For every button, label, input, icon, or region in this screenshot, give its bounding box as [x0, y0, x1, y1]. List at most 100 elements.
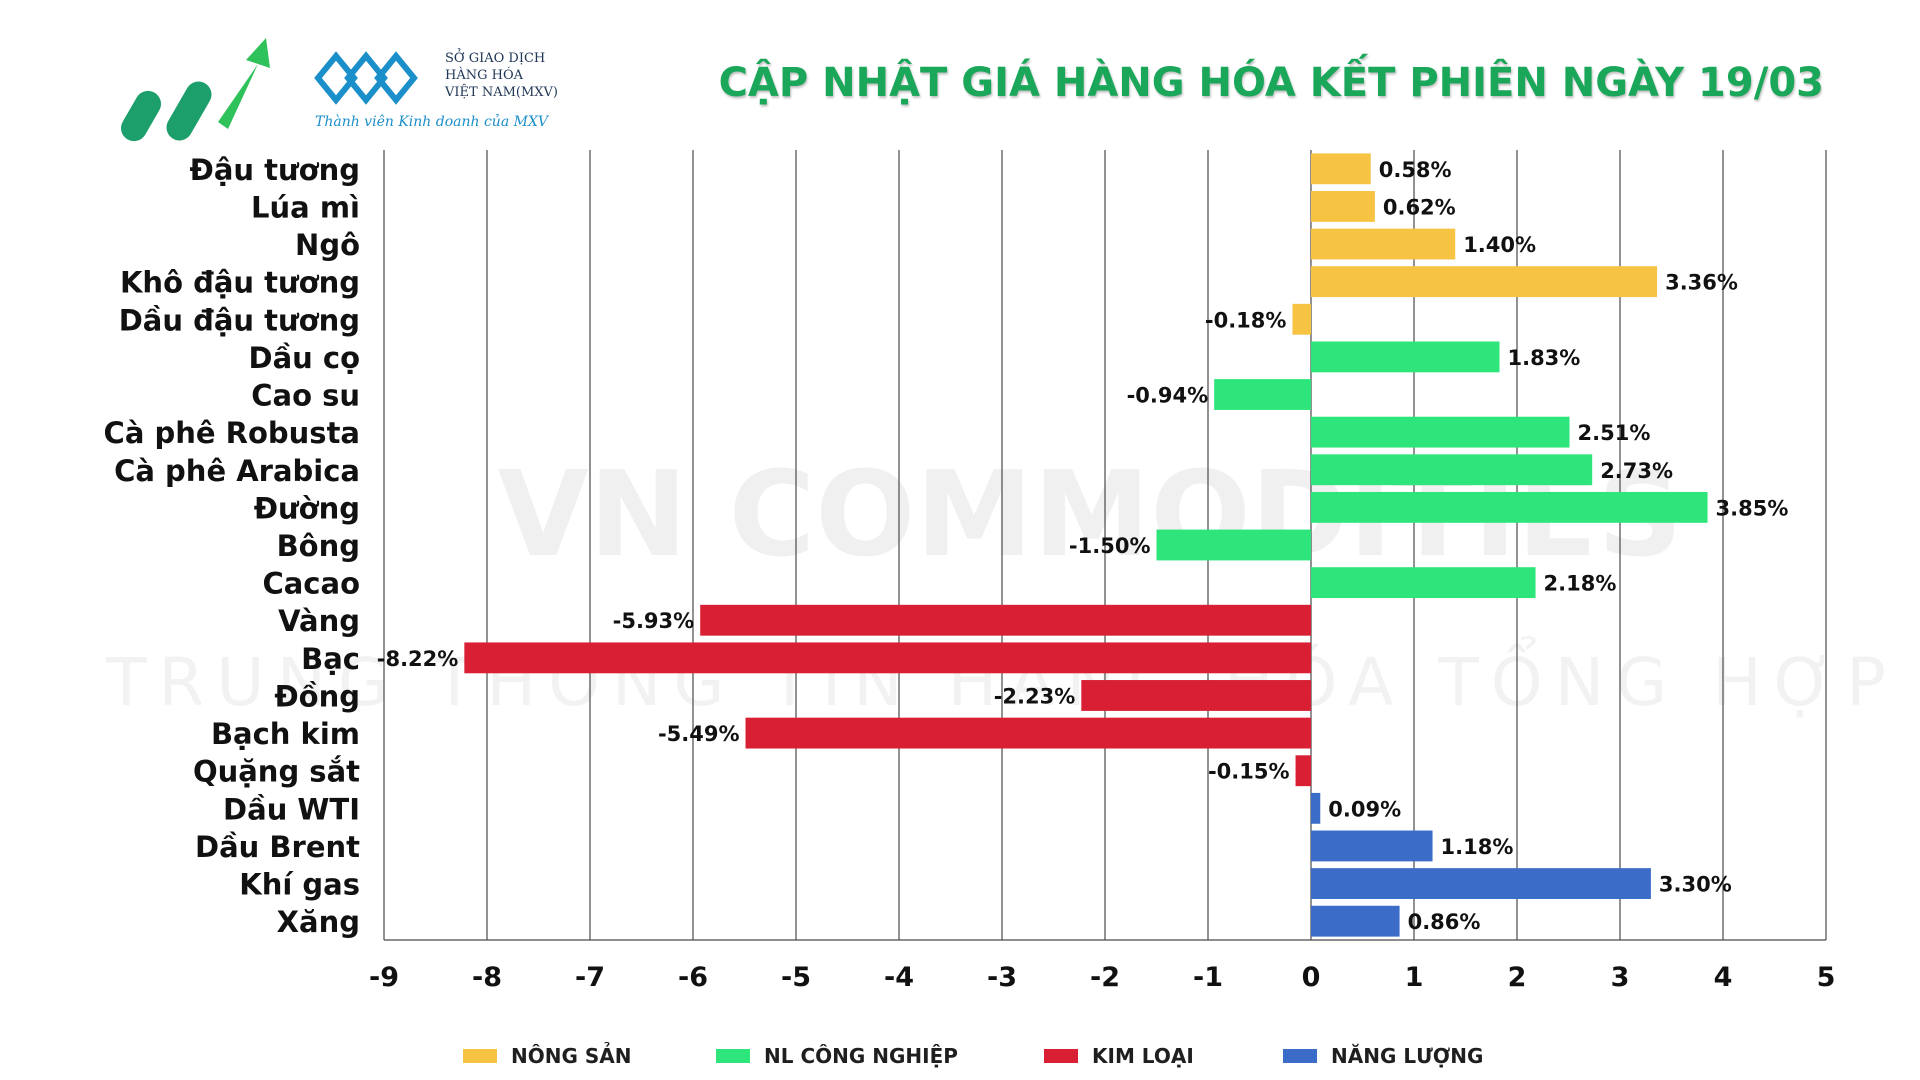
bar	[1214, 379, 1311, 410]
x-tick-label: -2	[1090, 962, 1120, 993]
bar	[1311, 191, 1375, 222]
data-label: 1.18%	[1441, 835, 1514, 859]
category-label: Đường	[254, 491, 360, 525]
data-label: 0.86%	[1408, 910, 1481, 934]
category-label: Dầu cọ	[249, 341, 361, 375]
x-tick-label: 5	[1817, 962, 1836, 993]
data-label: -0.15%	[1208, 760, 1290, 784]
bar	[1311, 792, 1321, 824]
category-label: Dầu Brent	[195, 830, 360, 864]
category-label: Đậu tương	[190, 153, 360, 187]
legend-label: KIM LOẠI	[1092, 1044, 1194, 1068]
bar	[1311, 454, 1593, 486]
bar	[1156, 529, 1311, 561]
bar	[1311, 266, 1658, 298]
category-label: Dầu WTI	[223, 792, 360, 826]
category-label: Quặng sắt	[193, 755, 360, 789]
exchange-name-line: VIỆT NAM(MXV)	[445, 85, 558, 100]
bar	[1292, 303, 1311, 335]
x-tick-label: -7	[575, 962, 605, 993]
brand-logo	[121, 38, 418, 142]
exchange-name-line: SỞ GIAO DỊCH	[445, 51, 546, 66]
data-label: 0.09%	[1328, 797, 1401, 821]
data-label: 0.58%	[1379, 158, 1452, 182]
bar	[1311, 868, 1651, 899]
x-tick-label: 1	[1405, 962, 1424, 993]
category-label: Ngô	[295, 228, 360, 262]
logo-arrow-icon	[218, 38, 270, 129]
x-tick-label: 4	[1714, 962, 1733, 993]
category-label: Cà phê Arabica	[114, 454, 360, 488]
mxv-emblem	[314, 51, 418, 105]
data-label: -1.50%	[1069, 534, 1151, 558]
data-label: -0.18%	[1205, 308, 1287, 332]
bar	[1311, 228, 1456, 260]
category-label: Khí gas	[239, 868, 360, 902]
bar	[1311, 416, 1570, 448]
legend-label: NÔNG SẢN	[511, 1044, 632, 1068]
category-label: Bông	[277, 529, 360, 563]
category-label: Vàng	[278, 604, 360, 638]
x-tick-label: -8	[472, 962, 502, 993]
data-label: -8.22%	[377, 647, 459, 671]
x-tick-label: -5	[781, 962, 811, 993]
legend-swatch	[716, 1049, 750, 1063]
bar	[1311, 830, 1433, 862]
legend-swatch	[1044, 1049, 1078, 1063]
category-label: Dầu đậu tương	[119, 303, 360, 337]
data-label: 2.73%	[1600, 459, 1673, 483]
data-label: 3.85%	[1716, 496, 1789, 520]
x-tick-label: -3	[987, 962, 1017, 993]
x-tick-label: -1	[1193, 962, 1223, 993]
bar	[1311, 153, 1371, 185]
bar	[1081, 680, 1311, 711]
category-label: Khô đậu tương	[120, 266, 360, 300]
legend-item-nong-san: NÔNG SẢN	[463, 1044, 631, 1068]
category-label: Đồng	[274, 679, 360, 713]
x-tick-label: 3	[1611, 962, 1630, 993]
data-label: 2.51%	[1578, 421, 1651, 445]
category-label: Cao su	[251, 379, 360, 413]
legend-label: NL CÔNG NGHIỆP	[764, 1044, 958, 1068]
data-label: 0.62%	[1383, 195, 1456, 219]
x-tick-label: 0	[1302, 962, 1321, 993]
category-label: Cà phê Robusta	[104, 416, 360, 450]
page-title: CẬP NHẬT GIÁ HÀNG HÓA KẾT PHIÊN NGÀY 19/…	[718, 60, 1824, 106]
data-label: -2.23%	[994, 684, 1076, 708]
data-label: -5.93%	[613, 609, 695, 633]
logo-area	[118, 34, 578, 144]
exchange-tagline: Thành viên Kinh doanh của MXV	[315, 114, 549, 130]
data-label: 2.18%	[1544, 572, 1617, 596]
exchange-name: SỞ GIAO DỊCH HÀNG HÓA VIỆT NAM(MXV)	[445, 50, 565, 101]
category-label: Bạc	[301, 642, 360, 676]
category-label: Xăng	[277, 905, 360, 939]
bar	[1311, 341, 1500, 373]
bar	[1311, 905, 1400, 937]
bar	[1311, 567, 1536, 599]
logo-bar-2	[166, 81, 212, 141]
data-label: 3.36%	[1665, 271, 1738, 295]
x-tick-label: -9	[369, 962, 399, 993]
exchange-name-line: HÀNG HÓA	[445, 68, 523, 83]
bar	[745, 717, 1311, 749]
category-label: Lúa mì	[251, 190, 360, 224]
bar	[464, 642, 1312, 674]
data-label: 1.83%	[1507, 346, 1580, 370]
chart-legend: NÔNG SẢN NL CÔNG NGHIỆP KIM LOẠI NĂNG LƯ…	[0, 1044, 1920, 1074]
category-label: Bạch kim	[211, 717, 360, 751]
legend-item-nl-cong-nghiep: NL CÔNG NGHIỆP	[716, 1044, 958, 1068]
legend-item-nang-luong: NĂNG LƯỢNG	[1283, 1044, 1483, 1068]
legend-item-kim-loai: KIM LOẠI	[1044, 1044, 1194, 1068]
x-tick-label: 2	[1508, 962, 1527, 993]
x-tick-label: -6	[678, 962, 708, 993]
category-label: Cacao	[262, 567, 360, 601]
data-label: -5.49%	[658, 722, 740, 746]
data-label: -0.94%	[1127, 384, 1209, 408]
legend-swatch	[463, 1049, 497, 1063]
data-label: 1.40%	[1463, 233, 1536, 257]
bar	[1295, 755, 1311, 787]
bar	[1311, 491, 1708, 523]
x-tick-label: -4	[884, 962, 914, 993]
legend-swatch	[1283, 1049, 1317, 1063]
